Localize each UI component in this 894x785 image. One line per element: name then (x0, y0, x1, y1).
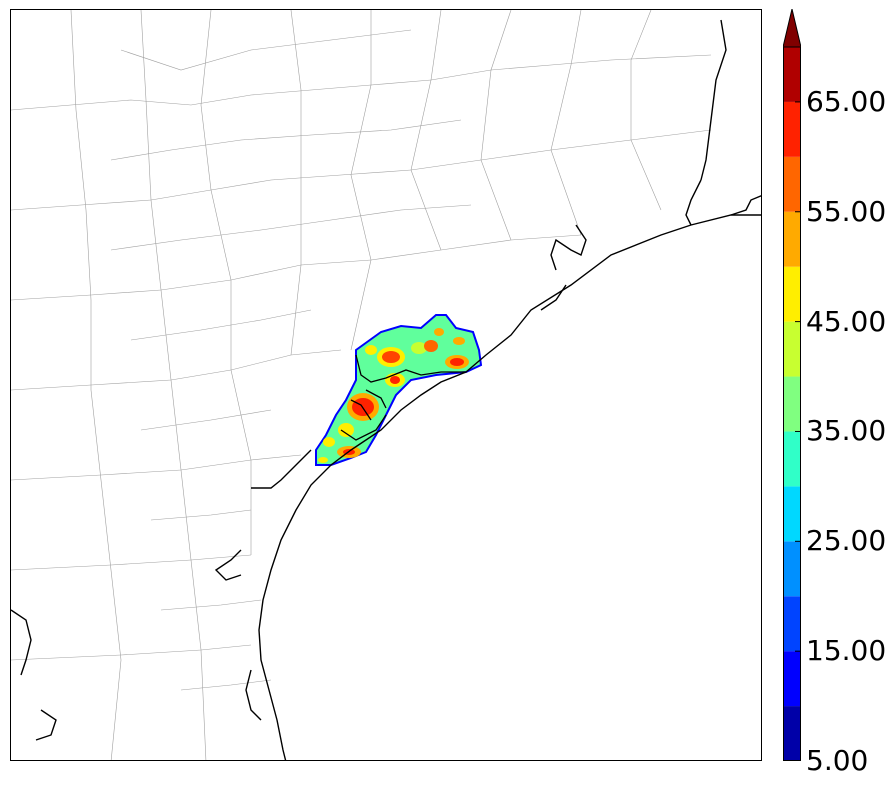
colorbar-segment (783, 211, 801, 267)
county-borders (11, 10, 712, 760)
colorbar-segment (783, 596, 801, 652)
colorbar-segment (783, 156, 801, 212)
colorbar-segment (783, 706, 801, 761)
map-canvas (11, 10, 761, 760)
colorbar-segment (783, 47, 801, 102)
colorbar-segment (783, 431, 801, 487)
colorbar-segment (783, 541, 801, 597)
colorbar-tick-label: 55.00 (806, 194, 887, 228)
colorbar-tick-label: 65.00 (806, 84, 887, 118)
colorbar-tick-label: 45.00 (806, 304, 887, 338)
colorbar-extend-arrow (783, 9, 801, 48)
colorbar-tick-label: 35.00 (806, 414, 887, 448)
colorbar-tick-label: 5.00 (806, 744, 869, 777)
colorbar-tick-label: 25.00 (806, 524, 887, 558)
precip-outline (315, 314, 483, 466)
colorbar-segment (783, 486, 801, 542)
colorbar-segment (783, 651, 801, 707)
precip-field (315, 314, 483, 466)
coastline (11, 19, 761, 760)
map-panel (10, 9, 762, 761)
colorbar-segment (783, 376, 801, 432)
colorbar-border (783, 46, 801, 761)
colorbar-segment (783, 266, 801, 322)
colorbar (783, 9, 801, 761)
colorbar-segment (783, 101, 801, 157)
colorbar-segment (783, 321, 801, 377)
bay-outline (340, 354, 466, 441)
colorbar-tick-label: 15.00 (806, 634, 887, 668)
